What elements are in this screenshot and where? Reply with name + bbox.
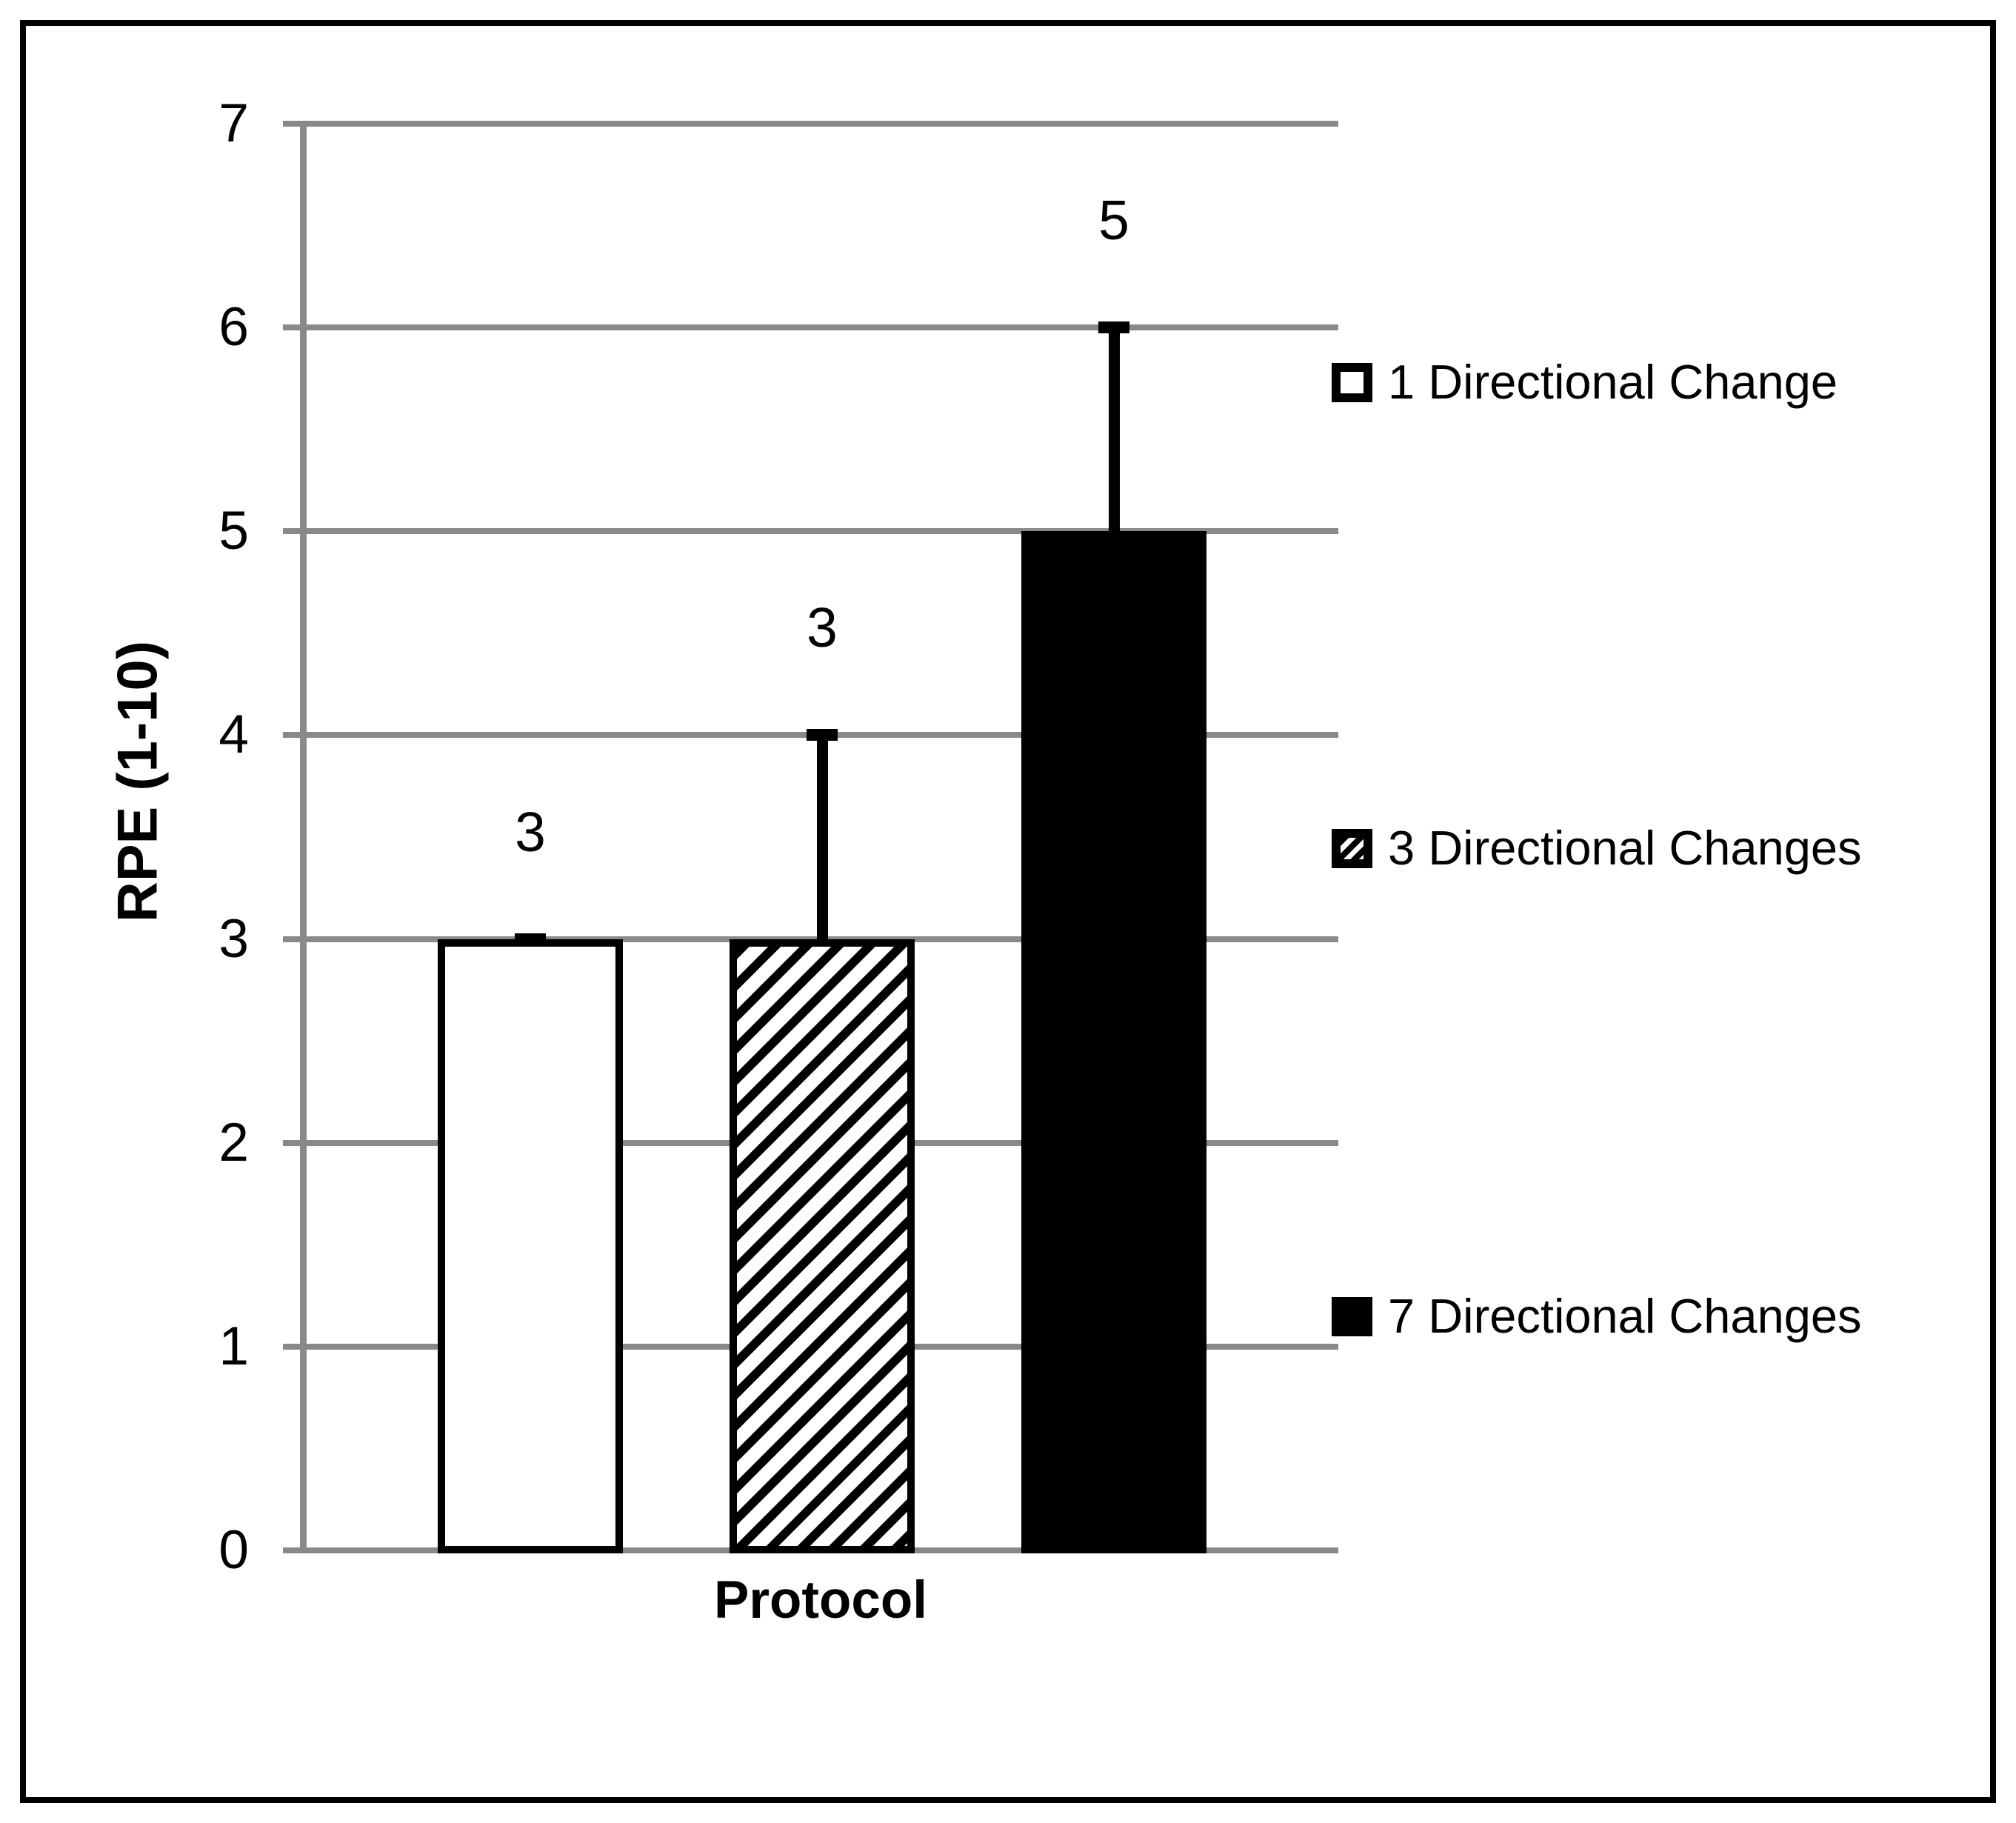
error-bar-cap-7-directional-changes: [1098, 321, 1129, 334]
y-tick-2: [283, 1139, 304, 1146]
legend-label-7-directional-changes: 7 Directional Changes: [1388, 1289, 1862, 1343]
y-tick-5: [283, 528, 304, 535]
y-tick-6: [283, 324, 304, 331]
y-tick-0: [283, 1547, 304, 1553]
gridline-y-6: [304, 324, 1338, 331]
y-tick-label-4: 4: [218, 704, 249, 765]
y-tick-label-6: 6: [218, 297, 249, 358]
y-axis-title: RPE (1-10): [106, 640, 170, 923]
bar-3-directional-changes: [730, 939, 915, 1553]
y-tick-7: [283, 121, 304, 127]
y-tick-label-1: 1: [218, 1316, 249, 1376]
y-axis-line: [300, 124, 307, 1553]
legend-marker-3-directional-changes: [1332, 828, 1372, 868]
error-bar-line-7-directional-changes: [1109, 327, 1120, 536]
legend-item-7-directional-changes: 7 Directional Changes: [1332, 1290, 1862, 1342]
error-bar-line-3-directional-changes: [817, 735, 828, 944]
error-bar-cap-1-directional-change: [515, 933, 546, 945]
y-tick-label-3: 3: [218, 908, 249, 969]
gridline-y-7: [304, 121, 1338, 127]
y-tick-3: [283, 936, 304, 942]
y-tick-1: [283, 1343, 304, 1350]
data-label-3-directional-changes: 3: [807, 596, 838, 659]
bar-1-directional-change: [438, 939, 623, 1553]
legend-marker-1-directional-change: [1332, 362, 1372, 402]
bar-7-directional-changes: [1021, 531, 1206, 1553]
legend-item-1-directional-change: 1 Directional Change: [1332, 356, 1838, 408]
data-label-1-directional-change: 3: [515, 800, 546, 863]
error-bar-cap-3-directional-changes: [807, 729, 838, 741]
legend-label-1-directional-change: 1 Directional Change: [1388, 355, 1838, 409]
y-tick-4: [283, 732, 304, 739]
y-tick-label-0: 0: [218, 1520, 249, 1580]
legend-label-3-directional-changes: 3 Directional Changes: [1388, 821, 1862, 875]
gridline-y-5: [304, 528, 1338, 535]
legend-item-3-directional-changes: 3 Directional Changes: [1332, 822, 1862, 874]
x-axis-title: Protocol: [714, 1571, 927, 1630]
y-tick-label-7: 7: [218, 93, 249, 153]
figure-border: [20, 20, 1996, 1803]
data-label-7-directional-changes: 5: [1098, 189, 1129, 252]
y-tick-label-5: 5: [218, 501, 249, 561]
legend-marker-7-directional-changes: [1332, 1296, 1372, 1336]
y-tick-label-2: 2: [218, 1112, 249, 1173]
